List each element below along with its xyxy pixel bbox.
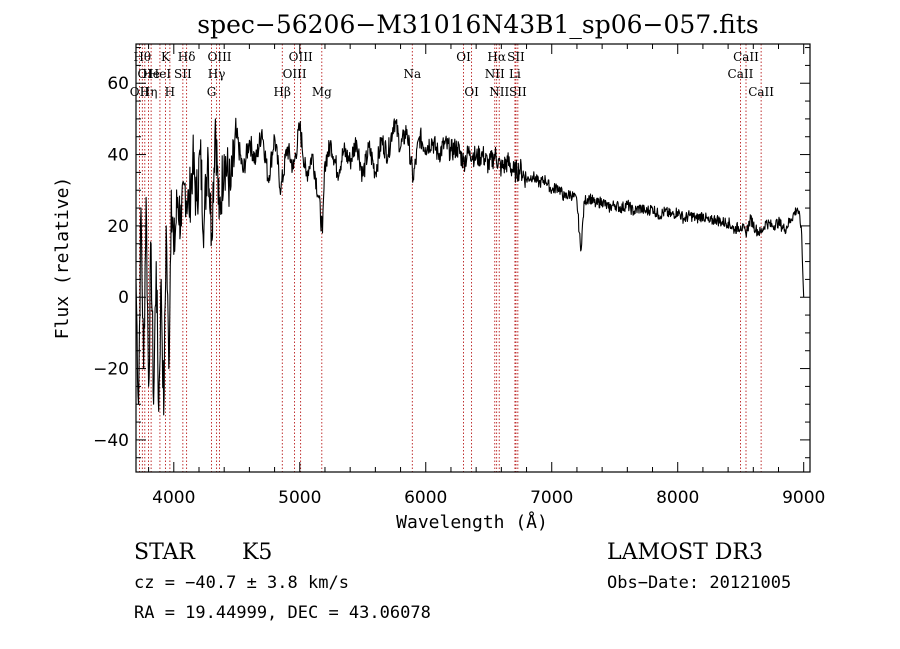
emission-line-label: NII (489, 85, 509, 99)
x-axis-label: Wavelength (Å) (396, 511, 548, 533)
chart-title: spec−56206−M31016N43B1_sp06−057.fits (197, 10, 758, 39)
emission-line-label: H (165, 85, 175, 99)
x-tick-label: 4000 (152, 488, 195, 508)
plot-frame (135, 43, 811, 473)
object-class: STAR (134, 540, 195, 565)
object-subclass: K5 (242, 540, 273, 565)
emission-line-label: CaII (748, 85, 774, 99)
emission-line-label: OI (456, 50, 471, 64)
x-tick-label: 6000 (404, 488, 447, 508)
emission-line-label: OII (130, 85, 150, 99)
emission-line-label: Hη (140, 85, 158, 99)
emission-line-label: OIII (207, 50, 231, 64)
y-tick-labels: −40 −20 0 20 40 60 (93, 74, 129, 451)
emission-line-label: Mg (312, 85, 332, 99)
y-tick-label: −40 (93, 431, 129, 451)
axis-ticks (136, 44, 810, 472)
emission-line-label: He (142, 67, 160, 81)
emission-line-label: Hβ (274, 85, 291, 99)
x-tick-label: 5000 (278, 488, 321, 508)
x-tick-labels: 4000 5000 6000 7000 8000 9000 (152, 488, 825, 508)
emission-line-label: Hθ (133, 50, 151, 64)
sky-coordinates: RA = 19.44999, DEC = 43.06078 (134, 603, 431, 623)
emission-line-label: CaII (728, 67, 754, 81)
emission-line-label: Na (403, 67, 421, 81)
emission-line-label: HeI (149, 67, 172, 81)
y-tick-label: 40 (107, 146, 129, 166)
emission-line-label: SII (507, 50, 525, 64)
x-tick-label: 9000 (782, 488, 825, 508)
survey-name: LAMOST DR3 (607, 540, 763, 565)
y-tick-label: 20 (107, 217, 129, 237)
emission-line-label: G (207, 85, 217, 99)
emission-line-label: OI (464, 85, 479, 99)
y-axis-label: Flux (relative) (52, 177, 73, 340)
emission-line-label: Hα (487, 50, 506, 64)
observation-date: Obs−Date: 20121005 (607, 573, 792, 593)
x-tick-label: 7000 (530, 488, 573, 508)
emission-line-label: CaII (733, 50, 759, 64)
emission-line-label: NII (485, 67, 505, 81)
emission-line-markers (139, 44, 762, 472)
emission-line-label: SII (174, 67, 192, 81)
emission-line-label: OI (138, 67, 153, 81)
emission-line-label: Hγ (208, 67, 226, 81)
redshift-velocity: cz = −40.7 ± 3.8 km/s (134, 573, 349, 593)
x-tick-label: 8000 (656, 488, 699, 508)
y-tick-label: −20 (93, 360, 129, 380)
emission-line-label: Hδ (178, 50, 196, 64)
y-tick-label: 0 (118, 288, 129, 308)
emission-line-label: K (161, 50, 171, 64)
emission-line-label: OIII (283, 67, 307, 81)
emission-line-label: Li (509, 67, 521, 81)
emission-line-label: OIII (289, 50, 313, 64)
emission-line-label: SII (509, 85, 527, 99)
y-tick-label: 60 (107, 74, 129, 94)
spectrum-series-line (135, 117, 805, 416)
